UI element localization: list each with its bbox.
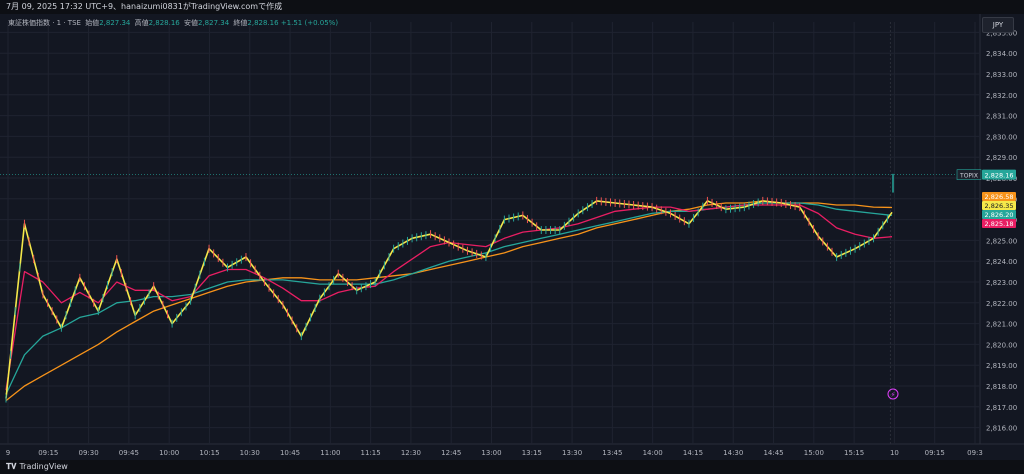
- close-label: 終値: [233, 19, 248, 27]
- high-label: 高値: [134, 19, 149, 27]
- chart-created-caption: 7月 09, 2025 17:32 UTC+9、hanaizumi0831がTr…: [6, 2, 283, 11]
- x-tick-label: 11:00: [320, 449, 340, 457]
- indicator-price-tag-label: 2,826.20: [985, 211, 1014, 219]
- x-tick-label: 09:30: [78, 449, 98, 457]
- y-tick-label: 2,833.00: [986, 71, 1017, 79]
- x-tick-label: 09:15: [38, 449, 58, 457]
- tv-logo-icon: 𝐓𝐕: [6, 462, 17, 471]
- x-tick-label: 14:00: [643, 449, 663, 457]
- lightning-icon: ⚡: [891, 391, 896, 399]
- price-chart[interactable]: 2,835.00 2,834.00 2,833.00 2,832.00 2,831.00…: [0, 14, 1024, 460]
- y-tick-label: 2,824.00: [986, 258, 1017, 266]
- x-tick-label: 10:15: [199, 449, 219, 457]
- price-axis: [980, 14, 1024, 460]
- low-label: 安値: [184, 19, 198, 27]
- x-tick-label: 09:15: [925, 449, 945, 457]
- x-tick-label: 13:30: [562, 449, 582, 457]
- ma-pink-line: [5, 204, 893, 391]
- symbol-tag: [956, 169, 982, 180]
- low-value: 2,827.34: [198, 19, 230, 27]
- indicator-price-tag: [982, 192, 1016, 201]
- indicator-price-tag-label: 2,826.58: [985, 193, 1014, 201]
- x-tick-label: 09:45: [119, 449, 139, 457]
- alert-circle-icon: [887, 388, 899, 400]
- x-tick-label: 14:30: [723, 449, 743, 457]
- x-tick-label: 11:15: [361, 449, 381, 457]
- symbol-label: 東証株価指数 · 1 · TSE: [8, 19, 81, 27]
- chart-area[interactable]: 2,835.00 2,834.00 2,833.00 2,832.00 2,831.00…: [0, 14, 1024, 460]
- y-tick-label: 2,819.00: [986, 362, 1017, 370]
- x-tick-label: 10:30: [240, 449, 260, 457]
- tradingview-logo: 𝐓𝐕 TradingView: [6, 462, 68, 472]
- x-tick-label: 12:45: [441, 449, 461, 457]
- symbol-tag-label: TOPIX: [959, 173, 978, 180]
- x-tick-label: 14:15: [683, 449, 703, 457]
- y-tick-label: 2,816.00: [986, 425, 1017, 433]
- x-tick-label: 10:45: [280, 449, 300, 457]
- y-tick-label: 2,817.00: [986, 404, 1017, 412]
- x-tick-label: 9: [6, 449, 10, 457]
- y-tick-label: 2,821.00: [986, 321, 1017, 329]
- x-tick-label: 10: [890, 449, 899, 457]
- top-bar: 7月 09, 2025 17:32 UTC+9、hanaizumi0831がTr…: [0, 0, 1024, 14]
- indicator-price-tag: [982, 210, 1016, 219]
- x-tick-label: 14:45: [763, 449, 783, 457]
- close-value: 2,828.16: [247, 19, 279, 27]
- x-tick-label: 15:00: [804, 449, 824, 457]
- y-tick-label: 2,818.00: [986, 383, 1017, 391]
- y-tick-label: 2,829.00: [986, 154, 1017, 162]
- currency-button[interactable]: JPY: [982, 17, 1014, 33]
- y-tick-label: 2,831.00: [986, 113, 1017, 121]
- y-tick-label: 2,822.00: [986, 300, 1017, 308]
- x-tick-label: 09:3: [967, 449, 983, 457]
- indicator-price-tag-label: 2,826.35: [985, 202, 1014, 210]
- y-tick-label: 2,830.00: [986, 133, 1017, 141]
- last-price-tag-label: 2,828.16: [985, 172, 1014, 180]
- indicator-price-tag: [982, 219, 1016, 228]
- y-tick-label: 2,832.00: [986, 92, 1017, 100]
- last-price-tag: [982, 169, 1016, 180]
- y-tick-label: 2,835.00: [986, 29, 1017, 37]
- y-tick-label: 2,820.00: [986, 341, 1017, 349]
- x-tick-label: 13:00: [481, 449, 501, 457]
- y-tick-label: 2,825.00: [986, 237, 1017, 245]
- open-value: 2,827.34: [99, 19, 131, 27]
- x-tick-label: 10:00: [159, 449, 179, 457]
- y-tick-label: 2,834.00: [986, 50, 1017, 58]
- tv-logo-text: TradingView: [19, 462, 68, 471]
- ma-orange-line: [5, 200, 893, 402]
- change-value: +1.51 (+0.05%): [280, 19, 339, 27]
- x-tick-label: 12:30: [401, 449, 421, 457]
- ohlc-legend: 東証株価指数 · 1 · TSE 始値2,827.34 高値2,828.16 安…: [8, 18, 338, 28]
- x-tick-label: 13:45: [602, 449, 622, 457]
- y-tick-label: 2,823.00: [986, 279, 1017, 287]
- high-value: 2,828.16: [148, 19, 180, 27]
- open-label: 始値: [85, 19, 100, 27]
- indicator-price-tag: [982, 201, 1016, 210]
- bottom-bar: 𝐓𝐕 TradingView: [0, 460, 1024, 474]
- x-tick-label: 15:15: [844, 449, 864, 457]
- indicator-price-tag-label: 2,825.18: [985, 220, 1014, 228]
- x-tick-label: 13:15: [522, 449, 542, 457]
